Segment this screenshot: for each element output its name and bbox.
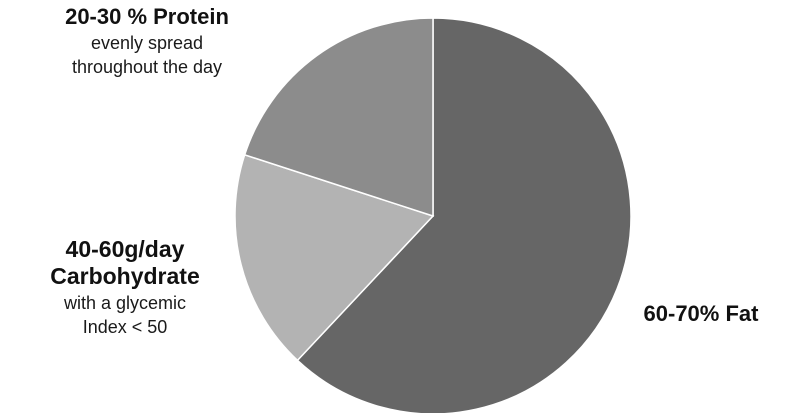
slice-label-carbohydrate-sub-1: Index < 50 [83,317,168,337]
slice-label-carbohydrate: 40-60g/day Carbohydrate with a glycemic Ind… [50,236,200,337]
slice-label-carbohydrate-sub-0: with a glycemic [63,293,186,313]
slice-label-protein-sub-1: throughout the day [72,57,222,77]
slice-label-protein-sub-0: evenly spread [91,33,203,53]
pie-slices [234,17,632,413]
pie-slice-fat [296,17,632,413]
pie-slice-protein [243,17,434,218]
slice-label-protein-main-0: 20-30 % Protein [65,4,229,29]
slice-label-carbohydrate-main-0: 40-60g/day [66,236,185,262]
slice-label-carbohydrate-main-1: Carbohydrate [50,263,200,289]
slice-labels: 60-70% Fat 40-60g/day Carbohydrate with a g… [50,4,759,337]
slice-label-fat: 60-70% Fat [644,301,760,326]
slice-label-fat-main-0: 60-70% Fat [644,301,760,326]
slice-label-protein: 20-30 % Protein evenly spread throughout t… [65,4,229,77]
pie-slice-carbohydrate [234,153,435,362]
